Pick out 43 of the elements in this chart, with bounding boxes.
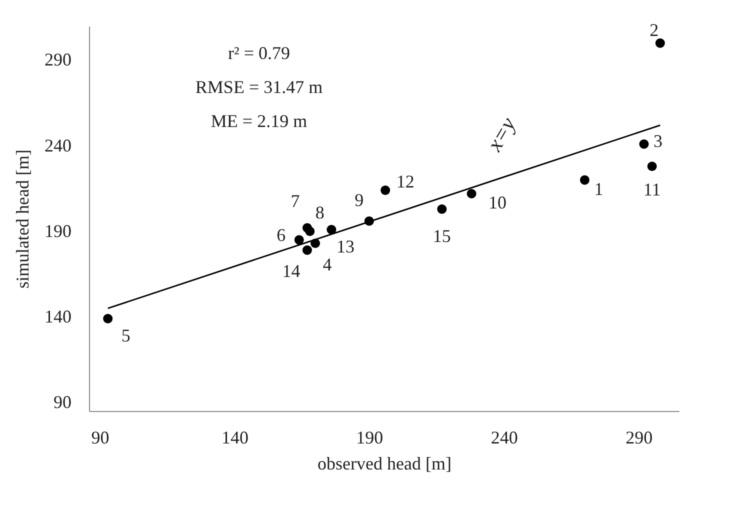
- y-tick-label: 90: [54, 392, 72, 412]
- annotation: 14: [282, 261, 300, 282]
- x-tick-label: 190: [356, 428, 384, 448]
- x-tick-label: 140: [221, 428, 248, 448]
- y-tick-label: 290: [44, 50, 72, 70]
- annotation: 2: [650, 20, 659, 40]
- annotation: 1: [594, 179, 604, 199]
- annotation: RMSE = 31.47 m: [195, 77, 323, 97]
- y-axis-title: simulated head [m]: [12, 150, 32, 288]
- point: [647, 162, 657, 172]
- point: [580, 175, 590, 185]
- annotation: 13: [336, 236, 354, 257]
- x-tick-label: 90: [91, 428, 110, 448]
- annotation: 5: [121, 326, 130, 346]
- point: [466, 188, 476, 198]
- annotation: 12: [396, 171, 414, 192]
- annotation: 3: [653, 131, 662, 152]
- annotation: 15: [432, 226, 451, 246]
- point: [103, 314, 113, 324]
- point: [302, 245, 312, 255]
- annotation: ME = 2.19 m: [210, 111, 308, 131]
- annotation: 6: [276, 224, 286, 245]
- point: [655, 38, 665, 48]
- x-tick-label: 290: [626, 428, 653, 448]
- x-tick-label: 240: [490, 428, 518, 448]
- y-tick-label: 190: [44, 220, 72, 241]
- point: [380, 186, 390, 195]
- annotation: 7: [290, 190, 300, 211]
- annotation: 8: [315, 202, 324, 222]
- point: [326, 224, 336, 234]
- y-tick-label: 240: [44, 135, 72, 156]
- x-axis-title: observed head [m]: [318, 454, 452, 474]
- point: [437, 204, 447, 214]
- annotation: 9: [354, 190, 364, 210]
- point: [305, 226, 315, 236]
- annotation: 11: [643, 179, 661, 200]
- annotation: r² = 0.79: [228, 43, 290, 63]
- annotation: 10: [488, 192, 507, 213]
- text: x=y: [480, 112, 520, 156]
- y-tick-label: 140: [44, 306, 72, 326]
- point: [639, 139, 649, 149]
- annotation: 4: [322, 254, 332, 274]
- point: [294, 235, 304, 245]
